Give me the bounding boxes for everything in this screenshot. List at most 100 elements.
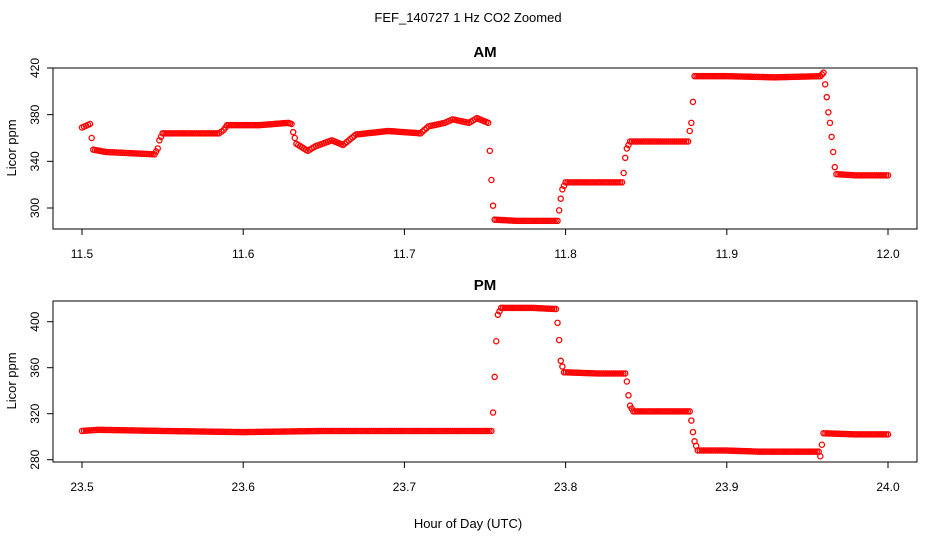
pm-data-point xyxy=(666,408,674,415)
am-data-point xyxy=(560,182,568,190)
pm-data-point xyxy=(552,305,560,313)
pm-data-point xyxy=(664,408,672,415)
pm-data-point xyxy=(554,319,561,327)
pm-data-point xyxy=(608,370,615,377)
am-data-point xyxy=(818,71,826,78)
am-data-point xyxy=(680,138,688,145)
pm-x-tick-label: 23.6 xyxy=(232,480,256,494)
pm-data-point xyxy=(496,308,503,315)
am-data-point xyxy=(665,138,672,145)
am-data-point xyxy=(689,98,697,106)
pm-data-point xyxy=(616,370,623,377)
am-data-point xyxy=(678,138,686,145)
am-data-point xyxy=(486,147,494,155)
am-panel: AM Licor ppm 11.5 11.6 11.7 11.8 11.9 12.0 300… xyxy=(4,44,918,261)
am-data-point xyxy=(674,138,682,145)
pm-data-point xyxy=(676,408,684,415)
pm-data-point xyxy=(659,408,666,415)
am-data-point xyxy=(672,138,680,145)
pm-data-point xyxy=(559,363,566,370)
pm-data-point xyxy=(618,370,625,377)
pm-y-tick-label: 360 xyxy=(28,357,42,377)
am-data-point xyxy=(559,186,566,193)
am-data-point xyxy=(288,120,295,128)
pm-points-layer xyxy=(78,304,892,460)
am-data-point xyxy=(820,69,827,76)
am-y-tick-label: 420 xyxy=(28,58,42,78)
pm-data-point xyxy=(598,370,606,377)
am-data-point xyxy=(821,81,829,88)
pm-data-point xyxy=(488,427,495,435)
pm-y-tick-label: 280 xyxy=(28,449,42,469)
am-data-point xyxy=(688,119,695,127)
pm-panel-title: PM xyxy=(474,277,497,294)
pm-data-point xyxy=(491,373,498,381)
am-data-point xyxy=(831,163,839,171)
pm-data-point xyxy=(610,370,617,377)
am-data-point xyxy=(829,148,837,156)
pm-x-tick-label: 23.5 xyxy=(70,480,94,494)
pm-data-point xyxy=(625,392,632,399)
pm-data-point xyxy=(600,370,607,377)
am-data-point xyxy=(668,138,676,145)
am-data-point xyxy=(659,138,666,145)
pm-data-point xyxy=(489,409,497,416)
am-data-point xyxy=(670,138,678,145)
am-x-tick-label: 11.6 xyxy=(232,247,255,261)
pm-data-point xyxy=(602,370,609,377)
am-data-point xyxy=(289,128,297,136)
pm-data-point xyxy=(493,337,500,345)
am-data-point xyxy=(625,141,632,149)
am-plot-frame xyxy=(52,67,918,230)
pm-data-point xyxy=(884,431,892,438)
am-axes-layer: 11.5 11.6 11.7 11.8 11.9 12.0 300 340 380 420 xyxy=(28,58,900,261)
am-data-point xyxy=(156,137,163,144)
am-data-point xyxy=(489,202,497,209)
am-data-point xyxy=(826,119,834,127)
am-data-point xyxy=(623,145,631,152)
am-data-point xyxy=(661,138,668,145)
am-data-point xyxy=(817,72,824,80)
pm-plot-frame xyxy=(52,300,918,463)
pm-y-tick-label: 320 xyxy=(28,403,42,423)
pm-data-point xyxy=(604,370,611,377)
pm-data-point xyxy=(620,370,627,377)
pm-data-point xyxy=(674,408,682,415)
am-y-tick-label: 300 xyxy=(28,198,42,218)
pm-data-point xyxy=(678,408,686,415)
am-data-point xyxy=(291,134,299,142)
pm-data-point xyxy=(686,408,693,415)
am-data-point xyxy=(154,145,162,152)
am-data-point xyxy=(557,195,565,202)
pm-data-point xyxy=(555,336,563,344)
am-x-tick-label: 11.9 xyxy=(716,247,739,261)
am-data-point xyxy=(884,172,892,179)
pm-data-point xyxy=(817,452,824,460)
am-data-point xyxy=(667,138,674,145)
am-x-tick-label: 11.8 xyxy=(554,247,577,261)
pm-data-point xyxy=(494,311,502,319)
am-data-point xyxy=(823,93,830,101)
am-x-tick-label: 12.0 xyxy=(876,247,900,261)
pm-data-point xyxy=(621,370,629,377)
am-data-point xyxy=(828,133,835,141)
am-y-axis-label: Licor ppm xyxy=(4,119,19,176)
am-data-point xyxy=(157,133,165,141)
pm-y-axis-label: Licor ppm xyxy=(4,352,19,409)
pm-x-tick-label: 23.8 xyxy=(554,480,578,494)
am-panel-title: AM xyxy=(473,44,496,61)
pm-axes-layer: 23.5 23.6 23.7 23.8 23.9 24.0 280 320 360 400 xyxy=(28,311,900,494)
am-data-point xyxy=(676,138,684,145)
am-data-point xyxy=(663,138,670,145)
pm-data-point xyxy=(670,408,678,415)
am-data-point xyxy=(825,109,832,116)
am-data-point xyxy=(88,134,95,142)
am-points-layer xyxy=(78,69,892,225)
pm-panel: PM Licor ppm 23.5 23.6 23.7 23.8 23.9 24.0 280… xyxy=(4,277,918,494)
am-x-tick-label: 11.5 xyxy=(71,247,94,261)
am-data-point xyxy=(686,127,693,135)
am-data-point xyxy=(618,179,626,186)
am-data-point xyxy=(484,119,492,127)
pm-data-point xyxy=(557,357,565,365)
figure-title: FEF_140727 1 Hz CO2 Zoomed xyxy=(374,10,561,25)
